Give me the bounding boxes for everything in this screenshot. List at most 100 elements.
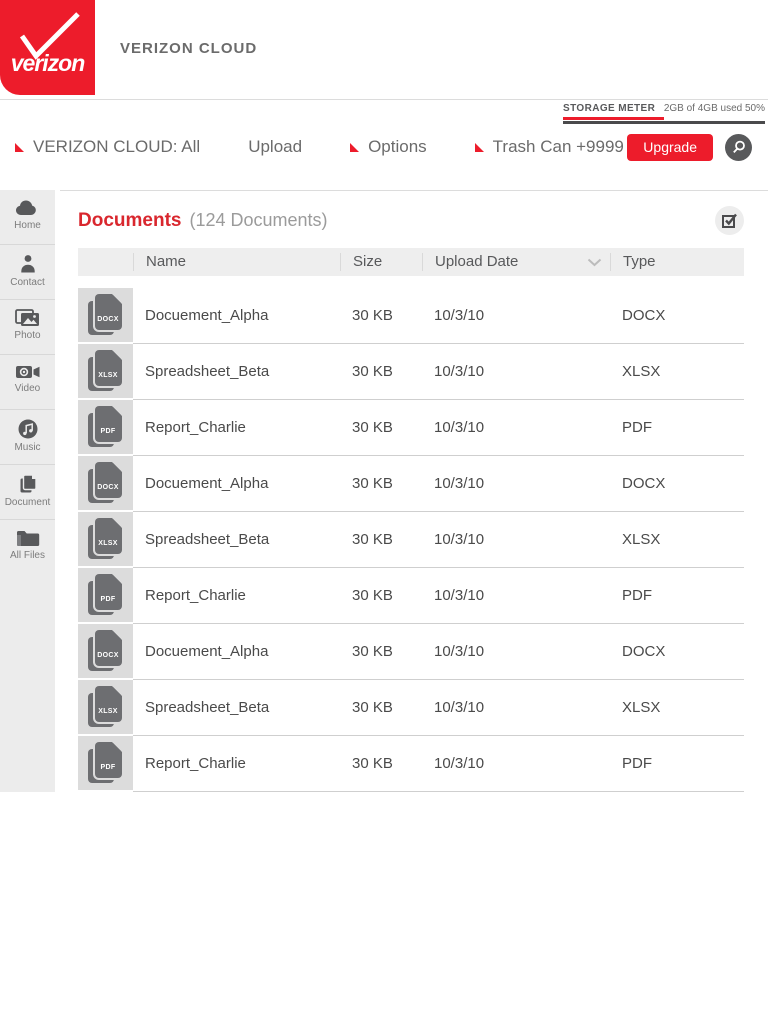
file-type-badge: DOCX bbox=[97, 484, 119, 491]
date-column-header[interactable]: Upload Date bbox=[422, 253, 610, 271]
file-icon-cell: DOCX bbox=[78, 456, 133, 510]
file-type: DOCX bbox=[622, 643, 666, 660]
storage-meter-used-bar bbox=[563, 117, 664, 120]
file-size: 30 KB bbox=[352, 755, 393, 772]
file-type-badge: XLSX bbox=[98, 372, 118, 379]
file-type: XLSX bbox=[622, 699, 661, 716]
sidebar-item-label: Home bbox=[14, 220, 41, 231]
folder-icon bbox=[0, 527, 55, 549]
options-label: Options bbox=[368, 137, 427, 156]
file-stack-icon: DOCX bbox=[85, 292, 127, 338]
sidebar: Home Contact Photo Video Music Document … bbox=[0, 190, 55, 792]
sidebar-item-photo[interactable]: Photo bbox=[0, 300, 55, 355]
table-row[interactable]: XLSX Spreadsheet_Beta 30 KB 10/3/10 XLSX bbox=[78, 512, 744, 568]
sidebar-item-home[interactable]: Home bbox=[0, 190, 55, 245]
file-size: 30 KB bbox=[352, 587, 393, 604]
file-type-badge: DOCX bbox=[97, 316, 119, 323]
file-upload-date: 10/3/10 bbox=[434, 755, 485, 772]
collection-selector[interactable]: VERIZON CLOUD: All bbox=[15, 137, 200, 157]
page-count: (124 Documents) bbox=[189, 210, 328, 230]
collection-selector-label: VERIZON CLOUD: All bbox=[33, 137, 201, 156]
file-name: Spreadsheet_Beta bbox=[145, 699, 270, 716]
type-column-header[interactable]: Type bbox=[610, 253, 744, 271]
table-row[interactable]: DOCX Docuement_Alpha 30 KB 10/3/10 DOCX bbox=[78, 456, 744, 512]
file-size: 30 KB bbox=[352, 699, 393, 716]
file-name: Spreadsheet_Beta bbox=[145, 363, 270, 380]
sidebar-item-contact[interactable]: Contact bbox=[0, 245, 55, 300]
file-name: Report_Charlie bbox=[145, 587, 246, 604]
file-type: XLSX bbox=[622, 531, 661, 548]
search-button[interactable] bbox=[725, 133, 752, 161]
triangle-marker-icon bbox=[15, 142, 24, 152]
file-stack-icon: XLSX bbox=[85, 684, 127, 730]
cloud-icon bbox=[0, 197, 55, 219]
verizon-logo[interactable]: verizon bbox=[0, 0, 95, 95]
table-row[interactable]: XLSX Spreadsheet_Beta 30 KB 10/3/10 XLSX bbox=[78, 680, 744, 736]
file-name: Report_Charlie bbox=[145, 419, 246, 436]
file-type-badge: DOCX bbox=[97, 652, 119, 659]
checkmark-icon bbox=[19, 12, 80, 60]
file-type-badge: PDF bbox=[100, 764, 116, 771]
file-type-badge: PDF bbox=[100, 596, 116, 603]
table-row[interactable]: PDF Report_Charlie 30 KB 10/3/10 PDF bbox=[78, 400, 744, 456]
sidebar-item-label: Video bbox=[14, 383, 41, 394]
file-icon-cell: XLSX bbox=[78, 344, 133, 398]
file-name: Docuement_Alpha bbox=[145, 475, 269, 492]
app-title: VERIZON CLOUD bbox=[120, 40, 258, 57]
file-type-badge: XLSX bbox=[98, 540, 118, 547]
music-note-icon bbox=[0, 417, 55, 441]
person-icon bbox=[0, 252, 55, 276]
file-upload-date: 10/3/10 bbox=[434, 419, 485, 436]
select-all-button[interactable] bbox=[715, 206, 744, 235]
sidebar-item-all-files[interactable]: All Files bbox=[0, 520, 55, 575]
file-upload-date: 10/3/10 bbox=[434, 643, 485, 660]
toolbar: VERIZON CLOUD: All Upload Options Trash … bbox=[0, 122, 768, 172]
sidebar-item-video[interactable]: Video bbox=[0, 355, 55, 410]
file-size: 30 KB bbox=[352, 307, 393, 324]
file-upload-date: 10/3/10 bbox=[434, 699, 485, 716]
sidebar-item-label: Document bbox=[4, 497, 51, 508]
file-icon-cell: PDF bbox=[78, 736, 133, 790]
file-icon-cell: XLSX bbox=[78, 680, 133, 734]
documents-icon bbox=[0, 472, 55, 496]
file-type: DOCX bbox=[622, 475, 666, 492]
photo-icon bbox=[0, 307, 55, 329]
table-row[interactable]: PDF Report_Charlie 30 KB 10/3/10 PDF bbox=[78, 736, 744, 792]
file-size: 30 KB bbox=[352, 531, 393, 548]
storage-meter-label: STORAGE METER bbox=[563, 103, 656, 114]
file-stack-icon: PDF bbox=[85, 740, 127, 786]
file-name: Docuement_Alpha bbox=[145, 307, 269, 324]
sidebar-item-music[interactable]: Music bbox=[0, 410, 55, 465]
trash-can-menu[interactable]: Trash Can +9999 bbox=[474, 137, 624, 157]
file-upload-date: 10/3/10 bbox=[434, 587, 485, 604]
table-row[interactable]: DOCX Docuement_Alpha 30 KB 10/3/10 DOCX bbox=[78, 288, 744, 344]
table-row[interactable]: DOCX Docuement_Alpha 30 KB 10/3/10 DOCX bbox=[78, 624, 744, 680]
table-header: Name Size Upload Date Type bbox=[78, 248, 744, 276]
table-row[interactable]: PDF Report_Charlie 30 KB 10/3/10 PDF bbox=[78, 568, 744, 624]
upload-label: Upload bbox=[248, 137, 303, 156]
main-panel: Documents (124 Documents) Name Size Uplo… bbox=[60, 190, 768, 792]
file-icon-cell: DOCX bbox=[78, 288, 133, 342]
file-upload-date: 10/3/10 bbox=[434, 475, 485, 492]
storage-meter-total-bar bbox=[563, 121, 765, 124]
file-size: 30 KB bbox=[352, 419, 393, 436]
sidebar-item-label: All Files bbox=[9, 550, 45, 561]
size-column-header[interactable]: Size bbox=[340, 253, 422, 271]
app-header: verizon VERIZON CLOUD bbox=[0, 0, 768, 100]
name-column-header[interactable]: Name bbox=[133, 253, 340, 271]
file-icon-cell: PDF bbox=[78, 568, 133, 622]
trash-can-label: Trash Can +9999 bbox=[492, 137, 624, 156]
checked-checkbox-icon bbox=[722, 213, 737, 228]
file-size: 30 KB bbox=[352, 363, 393, 380]
file-stack-icon: DOCX bbox=[85, 628, 127, 674]
upgrade-button[interactable]: Upgrade bbox=[627, 133, 713, 161]
file-stack-icon: PDF bbox=[85, 404, 127, 450]
page-title: Documents bbox=[78, 209, 182, 231]
upload-button[interactable]: Upload bbox=[248, 137, 302, 157]
options-menu[interactable]: Options bbox=[350, 137, 427, 157]
search-icon bbox=[732, 140, 745, 154]
sidebar-item-document[interactable]: Document bbox=[0, 465, 55, 520]
table-row[interactable]: XLSX Spreadsheet_Beta 30 KB 10/3/10 XLSX bbox=[78, 344, 744, 400]
file-table: DOCX Docuement_Alpha 30 KB 10/3/10 DOCX … bbox=[78, 288, 744, 792]
file-stack-icon: PDF bbox=[85, 572, 127, 618]
